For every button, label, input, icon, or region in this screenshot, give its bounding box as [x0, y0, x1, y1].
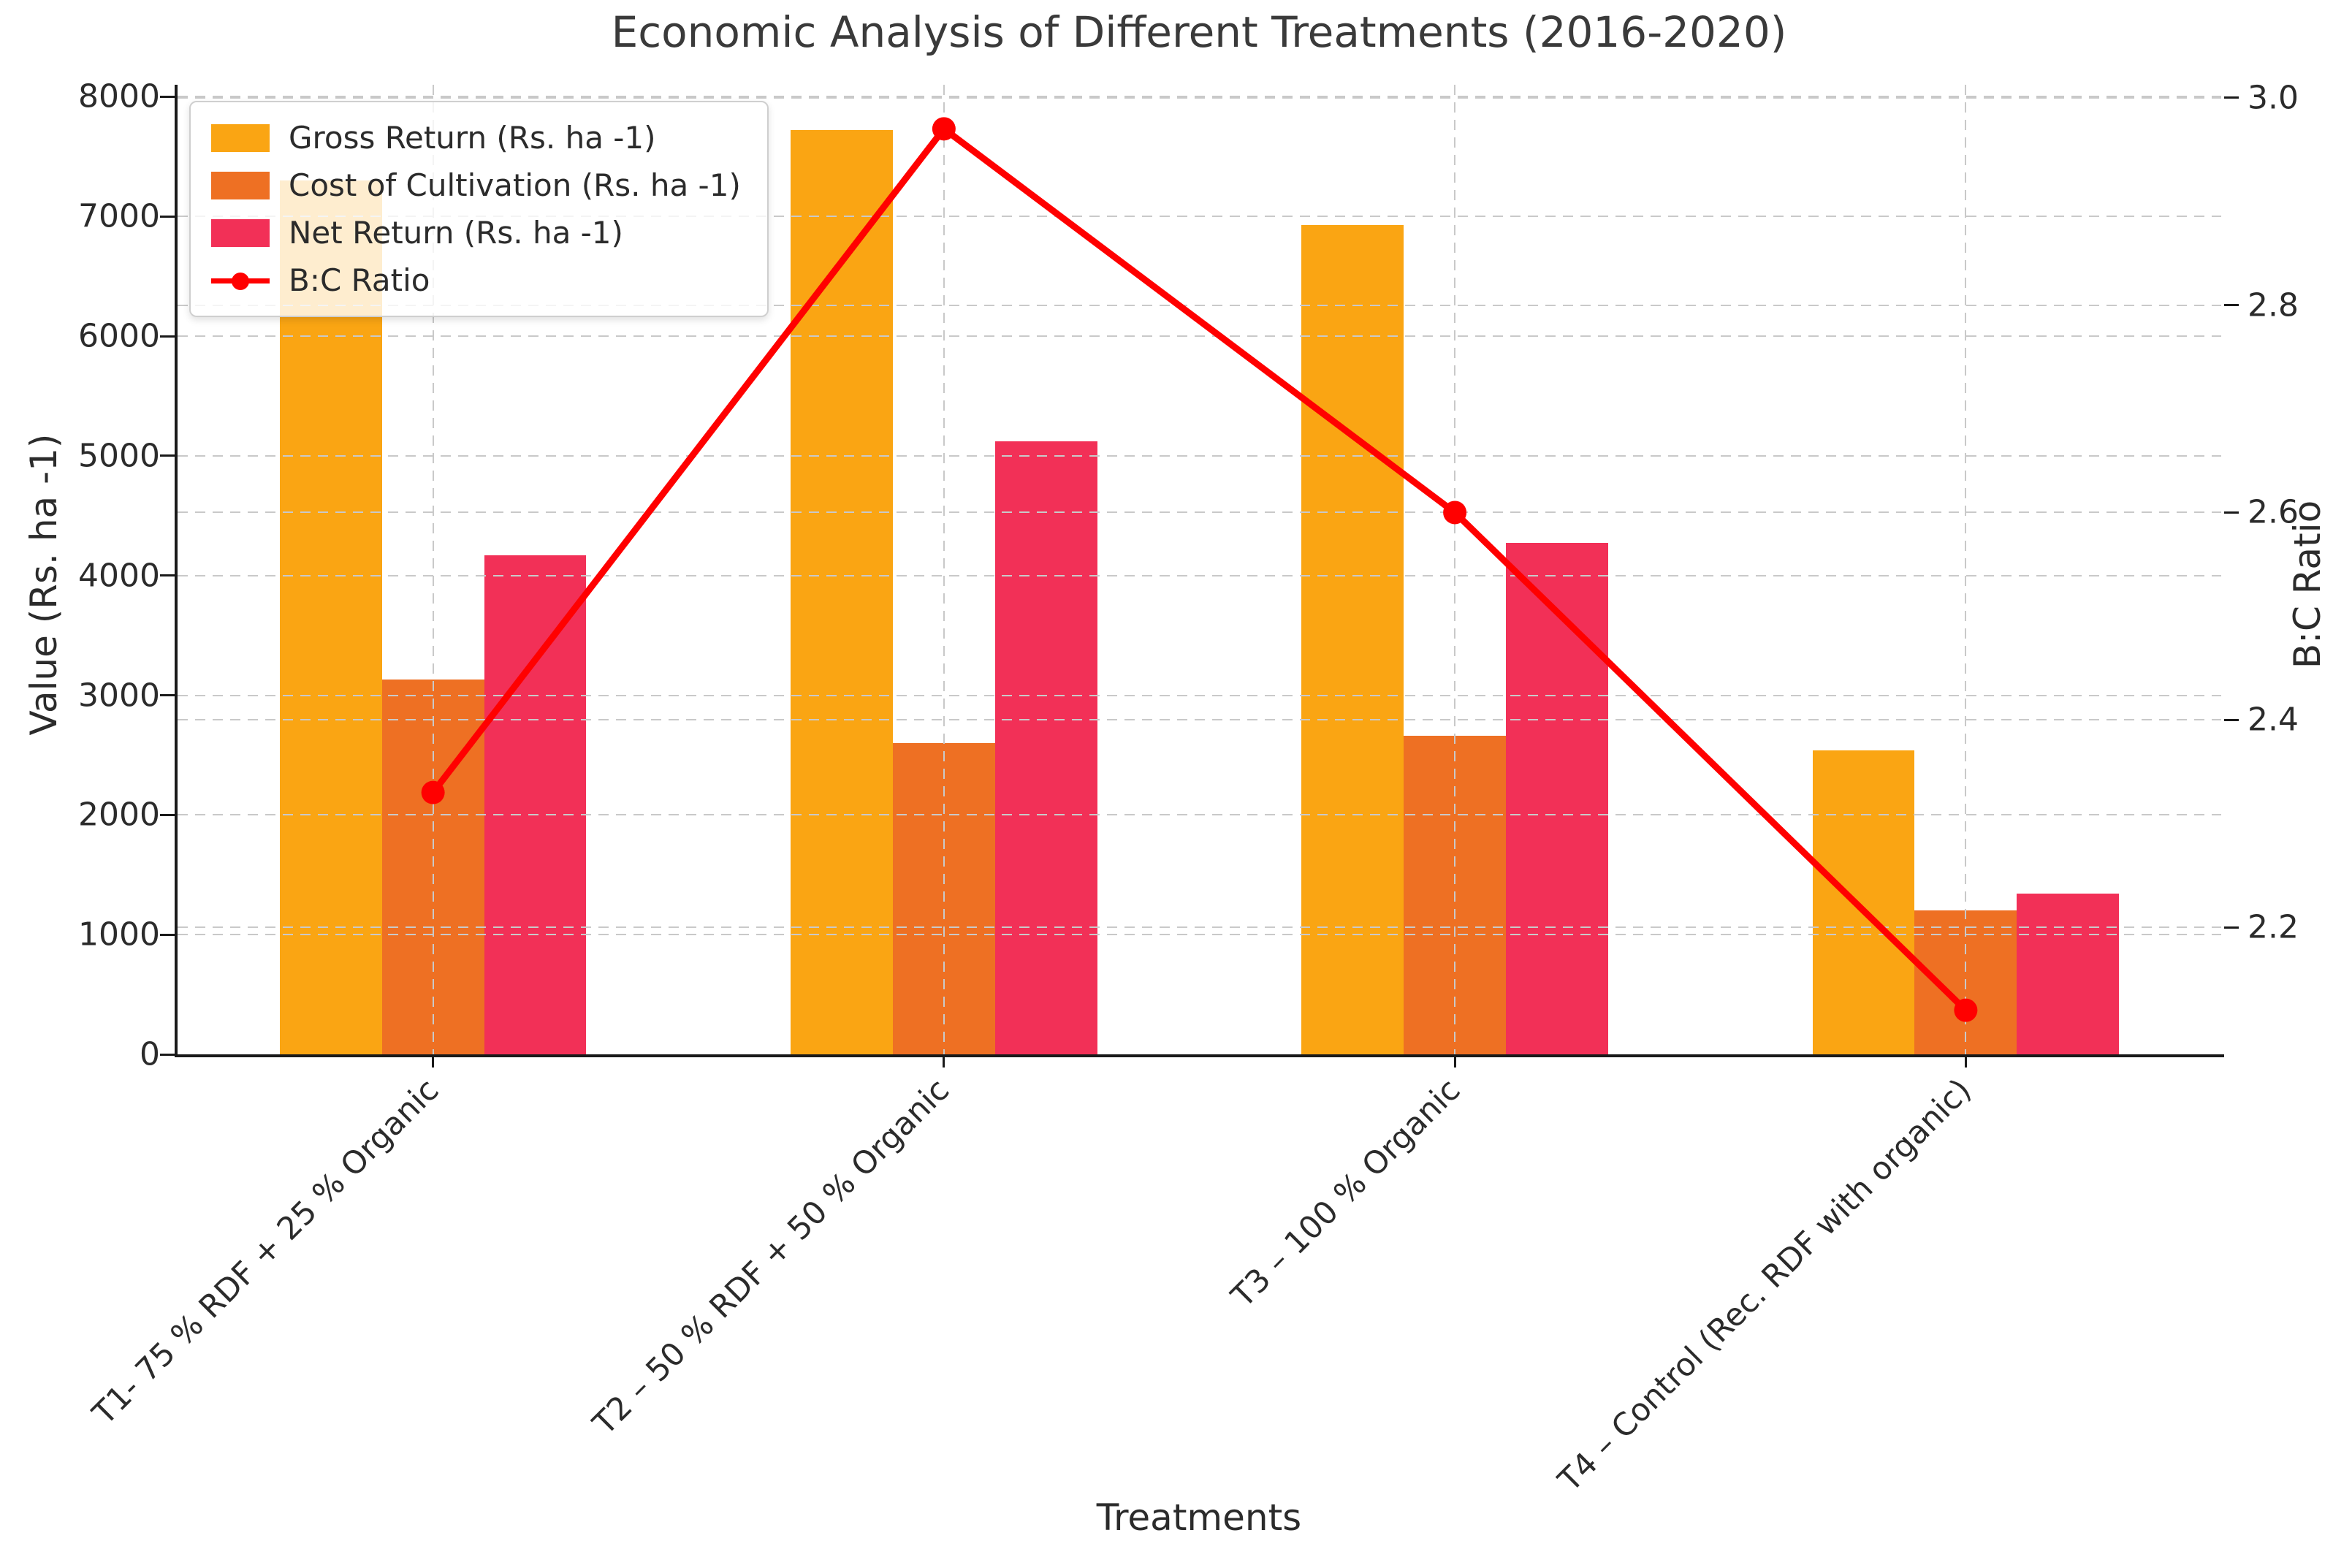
gridline-left-2000: [178, 814, 2221, 816]
y-axis-spine: [175, 85, 178, 1057]
right-tick-3.0: [2224, 96, 2239, 99]
x-axis-spine: [175, 1054, 2224, 1057]
y-tick-label-6000: 6000: [78, 317, 160, 355]
y-tick-6000: [160, 335, 175, 338]
gridline-right-2.6: [178, 511, 2221, 514]
chart-title: Economic Analysis of Different Treatment…: [611, 7, 1787, 57]
right-tick-label-2.4: 2.4: [2248, 701, 2299, 739]
gridline-category-3: [1454, 85, 1456, 1054]
x-tick-label-2: T2 – 50 % RDF + 50 % Organic: [586, 1072, 957, 1442]
gridline-left-1000: [178, 934, 2221, 936]
right-tick-label-2.6: 2.6: [2248, 493, 2299, 531]
bar-gross-return-rs-ha-1-2: [791, 130, 893, 1054]
gridline-left-6000: [178, 335, 2221, 338]
y-tick-1000: [160, 933, 175, 936]
legend-label-net-return-rs-ha-1: Net Return (Rs. ha -1): [289, 215, 623, 251]
x-tick-label-3: T3 – 100 % Organic: [1225, 1072, 1468, 1315]
gridline-right-2.8: [178, 304, 2221, 306]
gridline-left-3000: [178, 694, 2221, 696]
gridline-right-2.2: [178, 926, 2221, 929]
right-tick-2.4: [2224, 718, 2239, 721]
legend-swatch-net-return-rs-ha-1: [211, 218, 270, 247]
y-tick-label-7000: 7000: [78, 197, 160, 235]
x-axis-label: Treatments: [1096, 1496, 1302, 1539]
y-tick-7000: [160, 215, 175, 218]
legend-line-sample: [211, 267, 270, 294]
x-tick-label-1: T1- 75 % RDF + 25 % Organic: [85, 1072, 446, 1432]
legend-item-gross-return-rs-ha-1: Gross Return (Rs. ha -1): [211, 120, 741, 156]
y-tick-label-3000: 3000: [78, 677, 160, 715]
bc-ratio-marker-3: [1443, 501, 1467, 525]
y-tick-label-8000: 8000: [78, 77, 160, 115]
plot-area: [175, 85, 2224, 1057]
legend-item-b-c-ratio: B:C Ratio: [211, 262, 741, 298]
legend-item-net-return-rs-ha-1: Net Return (Rs. ha -1): [211, 215, 741, 251]
legend-swatch-gross-return-rs-ha-1: [211, 123, 270, 152]
x-tick-label-4: T4 – Control (Rec. RDF with organic): [1551, 1072, 1979, 1499]
gridline-right-3.0: [178, 96, 2221, 99]
y-tick-label-0: 0: [140, 1035, 160, 1073]
x-tick-4: [1964, 1057, 1967, 1067]
y-tick-5000: [160, 454, 175, 457]
bc-ratio-marker-4: [1954, 998, 1978, 1022]
legend-label-cost-of-cultivation-rs-ha-1: Cost of Cultivation (Rs. ha -1): [289, 167, 741, 203]
right-tick-label-3.0: 3.0: [2248, 79, 2299, 117]
y-tick-label-4000: 4000: [78, 557, 160, 595]
y-tick-label-2000: 2000: [78, 796, 160, 834]
bc-ratio-line: [421, 117, 1978, 1022]
gridline-left-7000: [178, 216, 2221, 218]
bar-net-return-rs-ha-1-3: [1506, 543, 1608, 1054]
y-tick-label-1000: 1000: [78, 916, 160, 954]
gridline-right-2.4: [178, 719, 2221, 721]
legend-label-b-c-ratio: B:C Ratio: [289, 262, 430, 298]
gridline-category-2: [943, 85, 945, 1054]
legend-swatch-cost-of-cultivation-rs-ha-1: [211, 171, 270, 199]
gridline-left-4000: [178, 574, 2221, 576]
bar-net-return-rs-ha-1-2: [994, 441, 1097, 1054]
bar-net-return-rs-ha-1-4: [2017, 894, 2120, 1054]
x-tick-3: [1453, 1057, 1456, 1067]
y-tick-4000: [160, 574, 175, 577]
y-tick-2000: [160, 813, 175, 816]
bar-gross-return-rs-ha-1-1: [279, 180, 382, 1054]
right-tick-2.2: [2224, 926, 2239, 929]
legend: Gross Return (Rs. ha -1) Cost of Cultivat…: [189, 101, 769, 317]
gridline-left-8000: [178, 96, 2221, 98]
bar-gross-return-rs-ha-1-4: [1812, 750, 1915, 1054]
legend-line-marker: [232, 272, 249, 290]
gridline-category-4: [1965, 85, 1967, 1054]
x-tick-1: [432, 1057, 435, 1067]
bar-net-return-rs-ha-1-1: [484, 555, 587, 1054]
gridline-left-5000: [178, 454, 2221, 457]
y-tick-0: [160, 1053, 175, 1056]
right-tick-2.8: [2224, 304, 2239, 307]
legend-item-cost-of-cultivation-rs-ha-1: Cost of Cultivation (Rs. ha -1): [211, 167, 741, 203]
bc-ratio-marker-1: [421, 780, 445, 804]
bc-ratio-marker-2: [932, 117, 956, 141]
right-tick-label-2.2: 2.2: [2248, 908, 2299, 946]
legend-label-gross-return-rs-ha-1: Gross Return (Rs. ha -1): [289, 120, 656, 156]
y-tick-label-5000: 5000: [78, 437, 160, 475]
bar-gross-return-rs-ha-1-3: [1301, 224, 1404, 1054]
right-tick-label-2.8: 2.8: [2248, 286, 2299, 324]
x-tick-2: [943, 1057, 945, 1067]
gridline-category-1: [432, 85, 434, 1054]
y-tick-8000: [160, 95, 175, 98]
y-tick-3000: [160, 694, 175, 697]
right-tick-2.6: [2224, 511, 2239, 514]
